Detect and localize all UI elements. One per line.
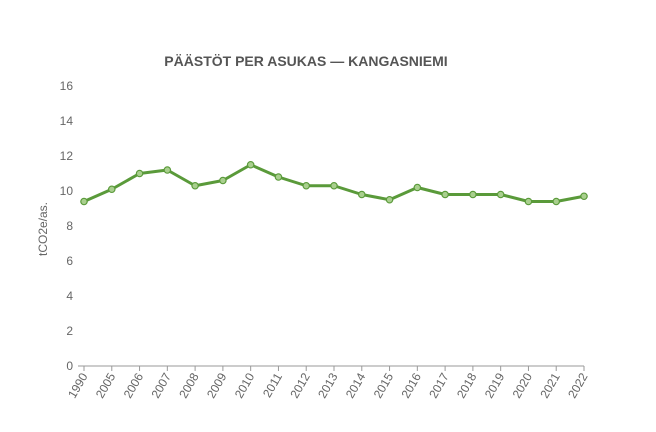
y-tick-label: 14	[60, 114, 74, 128]
x-tick-label: 2020	[510, 370, 536, 400]
x-tick-label: 2012	[287, 370, 313, 400]
data-point[interactable]	[441, 190, 449, 199]
data-point[interactable]	[552, 197, 561, 206]
data-point[interactable]	[580, 192, 588, 201]
y-axis-label: tCO2e/as.	[36, 202, 50, 256]
data-point[interactable]	[80, 197, 88, 206]
x-tick-label: 2016	[398, 370, 424, 400]
data-point[interactable]	[302, 181, 311, 190]
x-tick-label: 2017	[426, 370, 452, 400]
x-tick-label: 2008	[176, 370, 202, 400]
data-point[interactable]	[219, 176, 227, 185]
series-layer	[80, 160, 588, 206]
data-point[interactable]	[135, 169, 144, 178]
data-point[interactable]	[330, 181, 338, 190]
y-tick-label: 6	[66, 254, 73, 268]
y-axis-ticks: 0 2 4 6 8 10 12 14 16	[60, 79, 74, 373]
x-tick-label: 2005	[93, 370, 119, 400]
data-point[interactable]	[274, 173, 283, 181]
x-tick-label: 2013	[315, 370, 341, 400]
x-tick-label: 2022	[565, 370, 591, 400]
y-tick-label: 8	[66, 219, 73, 233]
data-point[interactable]	[246, 160, 255, 169]
y-tick-label: 10	[60, 184, 74, 198]
x-tick-label: 2011	[260, 370, 285, 400]
y-tick-label: 4	[66, 289, 73, 303]
data-point[interactable]	[107, 185, 116, 194]
x-tick-label: 2010	[232, 370, 258, 400]
x-tick-label: 2019	[482, 370, 508, 400]
data-point[interactable]	[469, 190, 477, 199]
data-point[interactable]	[496, 190, 505, 199]
x-tick-label: 1990	[65, 370, 91, 400]
y-tick-label: 2	[66, 324, 73, 338]
y-tick-label: 12	[60, 149, 74, 163]
x-tick-label: 2018	[454, 370, 480, 400]
y-tick-label: 0	[66, 359, 73, 373]
data-point[interactable]	[163, 166, 172, 174]
data-point[interactable]	[413, 183, 422, 192]
x-tick-label: 2006	[121, 370, 147, 400]
x-tick-label: 2014	[343, 370, 369, 400]
x-tick-label: 2021	[537, 370, 563, 400]
y-tick-label: 16	[60, 79, 74, 93]
x-axis: 1990 2005 2006 2007 2008 2009 2010 2011 2012 2013…	[65, 365, 591, 401]
x-tick-label: 2007	[148, 370, 174, 400]
chart-title: PÄÄSTÖT PER ASUKAS — KANGASNIEMI	[164, 53, 447, 69]
x-tick-label: 2015	[371, 370, 397, 400]
data-point[interactable]	[357, 190, 366, 199]
data-point[interactable]	[191, 181, 199, 190]
data-point[interactable]	[385, 195, 394, 204]
x-tick-label: 2009	[204, 370, 230, 400]
data-point[interactable]	[524, 197, 533, 206]
